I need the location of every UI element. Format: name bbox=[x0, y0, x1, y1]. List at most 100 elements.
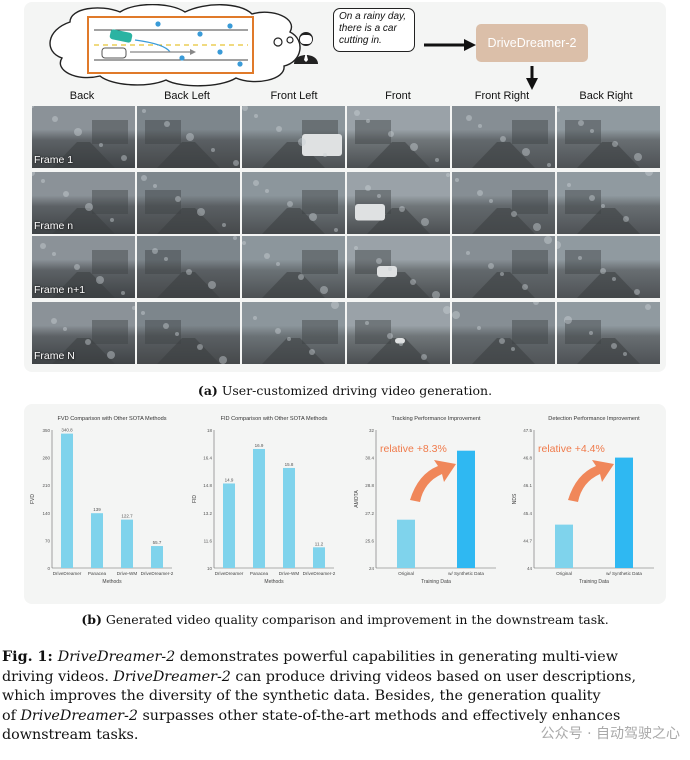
view-image bbox=[32, 302, 135, 364]
raindrop-shape bbox=[557, 108, 560, 112]
building-shape bbox=[302, 320, 338, 344]
building-shape bbox=[92, 250, 128, 274]
building-shape bbox=[512, 320, 548, 344]
chart-svg: FVD Comparison with Other SOTA Methods 0 7… bbox=[30, 416, 174, 585]
raindrop-shape bbox=[365, 321, 369, 325]
raindrop-shape bbox=[544, 236, 552, 244]
annotation-label: relative +4.4% bbox=[538, 443, 605, 455]
raindrop-shape bbox=[443, 306, 450, 314]
raindrop-shape bbox=[242, 106, 248, 111]
raindrop-shape bbox=[153, 184, 157, 188]
data-label: 11.2 bbox=[315, 541, 324, 546]
caption-line: which improves the diversity of the synt… bbox=[2, 687, 688, 707]
bar bbox=[151, 546, 163, 568]
y-tick-label: 14.8 bbox=[203, 483, 212, 488]
road-shape bbox=[472, 208, 535, 234]
road-shape bbox=[472, 272, 535, 298]
road-shape bbox=[367, 338, 430, 364]
raindrop-shape bbox=[466, 115, 472, 121]
road-shape bbox=[52, 338, 115, 364]
data-label: 16.9 bbox=[255, 443, 264, 448]
building-shape bbox=[355, 120, 391, 144]
raindrop-shape bbox=[323, 153, 327, 157]
caption-segment: driving videos. bbox=[2, 668, 114, 685]
raindrop-shape bbox=[121, 155, 127, 161]
chart-title: FID Comparison with Other SOTA Methods bbox=[221, 416, 328, 422]
view-image bbox=[347, 236, 450, 298]
raindrop-shape bbox=[211, 148, 215, 152]
raindrop-shape bbox=[152, 248, 158, 254]
view-image bbox=[137, 172, 240, 234]
y-tick-label: 11.6 bbox=[204, 538, 213, 543]
raindrop-shape bbox=[331, 302, 339, 309]
raindrop-shape bbox=[522, 148, 530, 156]
view-image bbox=[32, 236, 135, 298]
caption-line: Fig. 1: DriveDreamer-2 demonstrates powe… bbox=[2, 648, 688, 668]
road-shape bbox=[472, 338, 535, 364]
arrow-right-icon bbox=[424, 39, 476, 51]
building-shape bbox=[302, 250, 338, 274]
raindrop-shape bbox=[522, 284, 528, 290]
road-shape bbox=[367, 272, 430, 298]
building-shape bbox=[565, 320, 601, 344]
caption-b-tag: (b) bbox=[81, 612, 102, 627]
caption-b: (b) Generated video quality comparison a… bbox=[0, 612, 690, 627]
scene-shapes bbox=[253, 180, 338, 234]
y-tick-label: 210 bbox=[42, 483, 50, 488]
raindrop-shape bbox=[410, 279, 416, 285]
raindrop-shape bbox=[276, 126, 282, 132]
chart-title: Tracking Performance Improvement bbox=[391, 416, 480, 422]
caption-line: of DriveDreamer-2 surpasses other state-… bbox=[2, 707, 688, 727]
figure-label: Fig. 1: bbox=[2, 649, 58, 665]
building-shape bbox=[145, 250, 181, 274]
bar bbox=[121, 519, 133, 568]
x-axis-label: Methods bbox=[102, 579, 122, 585]
y-tick-label: 44.7 bbox=[523, 538, 532, 543]
column-header-back-left: Back Left bbox=[164, 90, 210, 102]
raindrop-shape bbox=[242, 241, 246, 245]
x-tick-label: Drive-WM bbox=[117, 571, 138, 576]
x-axis-label: Methods bbox=[264, 579, 284, 585]
raindrop-shape bbox=[589, 195, 595, 201]
caption-segment: can produce driving videos based on user… bbox=[230, 668, 636, 685]
y-tick-label: 32 bbox=[369, 428, 375, 433]
x-tick-label: Panacea bbox=[250, 571, 269, 576]
column-header-front-left: Front Left bbox=[270, 90, 318, 102]
raindrop-shape bbox=[590, 129, 594, 133]
arrow-down-icon bbox=[526, 66, 538, 90]
raindrop-shape bbox=[477, 190, 483, 196]
raindrop-shape bbox=[488, 263, 494, 269]
building-shape bbox=[145, 190, 181, 214]
raindrop-shape bbox=[533, 223, 541, 231]
raindrop-shape bbox=[354, 246, 358, 250]
chart-title: Detection Performance Improvement bbox=[548, 416, 640, 422]
raindrop-shape bbox=[387, 333, 393, 339]
raindrop-shape bbox=[107, 351, 115, 359]
road-shape bbox=[262, 272, 325, 298]
road-shape bbox=[577, 208, 640, 234]
x-tick-label: DriveDreamer bbox=[215, 571, 244, 576]
chart-svg: Tracking Performance Improvement 24 25.6 27… bbox=[354, 416, 496, 585]
raindrop-shape bbox=[52, 116, 58, 122]
raindrop-shape bbox=[645, 304, 651, 310]
y-tick-label: 140 bbox=[42, 511, 50, 516]
x-tick-label: Original bbox=[556, 571, 572, 576]
car-shape bbox=[395, 338, 405, 344]
raindrop-shape bbox=[354, 110, 360, 116]
chart-4: Detection Performance Improvement 44 44.7 4… bbox=[510, 410, 660, 590]
road-shape bbox=[157, 208, 220, 234]
y-tick-label: 350 bbox=[42, 428, 50, 433]
caption-segment: DriveDreamer-2 bbox=[20, 707, 138, 724]
road-shape bbox=[52, 272, 115, 298]
y-axis-label: AMOTA bbox=[354, 490, 360, 508]
raindrop-shape bbox=[222, 223, 226, 227]
building-shape bbox=[92, 190, 128, 214]
chart-svg: FID Comparison with Other SOTA Methods 10… bbox=[192, 416, 336, 585]
view-image bbox=[557, 302, 660, 364]
car-shape bbox=[377, 266, 397, 277]
road-shape bbox=[577, 338, 640, 364]
view-image bbox=[557, 106, 660, 168]
annotation-arrow bbox=[568, 460, 614, 502]
raindrop-shape bbox=[376, 258, 382, 264]
data-label: 55.7 bbox=[153, 540, 162, 545]
